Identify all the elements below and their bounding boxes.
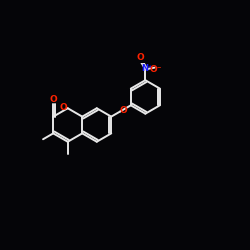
Text: O: O [120,106,128,115]
Text: O: O [59,102,67,112]
Text: O: O [136,54,144,62]
Text: N⁺: N⁺ [141,64,152,73]
Text: O: O [49,95,57,104]
Text: O⁻: O⁻ [150,65,162,74]
